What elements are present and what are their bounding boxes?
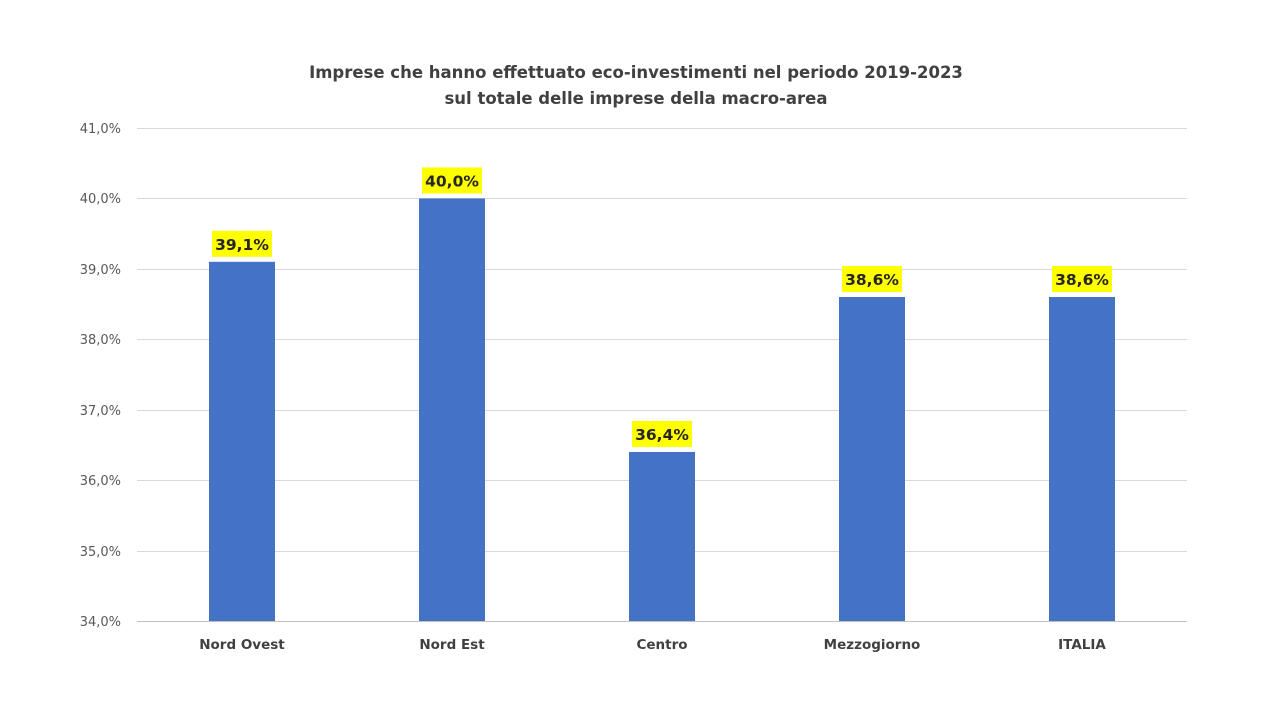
bar (629, 451, 695, 621)
data-label-highlight (422, 167, 482, 194)
bar (419, 198, 485, 621)
y-tick-label: 35,0% (80, 545, 121, 560)
data-label: 38,6% (1055, 271, 1109, 289)
x-tick-label: Nord Ovest (199, 637, 285, 653)
y-tick-label: 39,0% (80, 263, 121, 278)
y-tick-label: 36,0% (80, 474, 121, 489)
x-tick-label: Centro (636, 637, 687, 653)
data-label-highlight (632, 420, 692, 447)
x-tick-label: Mezzogiorno (824, 637, 921, 653)
chart-title-line-1: Imprese che hanno effettuato eco-investi… (309, 63, 963, 82)
bar (209, 261, 275, 621)
bar (839, 297, 905, 621)
data-label: 40,0% (425, 172, 479, 190)
y-tick-label: 34,0% (80, 615, 121, 630)
data-label: 36,4% (635, 426, 689, 444)
data-label-highlight (842, 266, 902, 293)
x-tick-label: Nord Est (419, 637, 485, 653)
data-label-highlight (212, 230, 272, 257)
y-tick-label: 41,0% (80, 122, 121, 137)
y-tick-label: 37,0% (80, 404, 121, 419)
bar (1049, 297, 1115, 621)
data-label: 38,6% (845, 271, 899, 289)
x-tick-label: ITALIA (1058, 637, 1106, 653)
y-tick-label: 40,0% (80, 192, 121, 207)
data-label-highlight (1052, 266, 1112, 293)
y-tick-label: 38,0% (80, 333, 121, 348)
data-label: 39,1% (215, 236, 269, 254)
chart-title: Imprese che hanno effettuato eco-investi… (0, 60, 1272, 112)
chart-title-line-2: sul totale delle imprese della macro-are… (444, 89, 828, 108)
